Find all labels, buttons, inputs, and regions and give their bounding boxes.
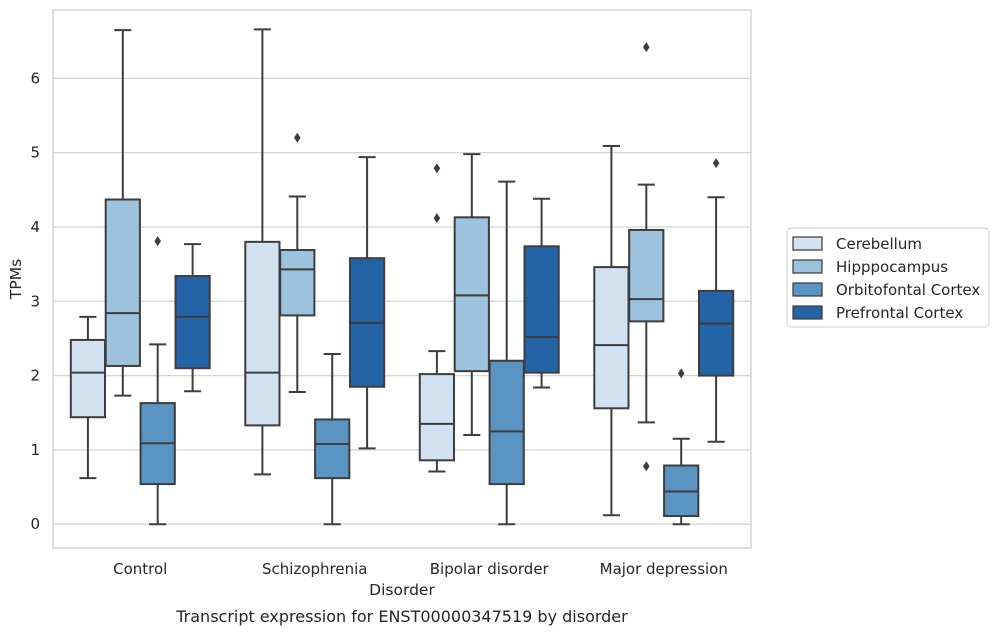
- plot-frame: [52, 9, 752, 549]
- box-group: [69, 315, 107, 480]
- box-group: [139, 236, 176, 526]
- box: [418, 373, 456, 462]
- y-tick-label: 3: [30, 292, 40, 310]
- legend-label: Cerebellum: [836, 235, 922, 253]
- box-group: [628, 42, 665, 472]
- x-axis-label: Disorder: [369, 581, 435, 599]
- box-group: [523, 197, 560, 389]
- x-tick-label: Control: [113, 560, 167, 578]
- x-axis-ticks: Control Schizophrenia Bipolar disorder Majo…: [113, 560, 728, 578]
- outlier-point: [677, 368, 685, 379]
- legend-swatch: [792, 236, 823, 251]
- outlier-point: [643, 461, 650, 472]
- box-group: [174, 243, 211, 393]
- box-group: [244, 28, 281, 476]
- box-group: [314, 353, 351, 526]
- y-tick-label: 5: [30, 144, 40, 162]
- y-axis-label: TPMs: [7, 259, 25, 300]
- legend-frame: [786, 227, 990, 328]
- box-plot-marks: [69, 28, 735, 526]
- x-tick-label: Major depression: [600, 560, 728, 578]
- box-group: [279, 132, 316, 393]
- box-group: [418, 163, 456, 473]
- box-group: [663, 368, 700, 526]
- y-tick-label: 6: [30, 69, 40, 87]
- legend-label: Prefrontal Cortex: [836, 304, 963, 322]
- legend-swatch: [792, 259, 823, 274]
- box: [314, 418, 351, 480]
- y-axis-ticks: 0 1 2 3 4 5 6: [30, 69, 40, 533]
- box-group: [348, 156, 386, 450]
- box: [628, 228, 665, 323]
- box: [174, 275, 211, 370]
- box: [523, 245, 560, 374]
- box: [279, 249, 316, 317]
- outlier-point: [433, 213, 441, 224]
- outlier-point: [154, 236, 161, 247]
- box: [244, 240, 281, 427]
- y-tick-label: 1: [30, 441, 40, 459]
- y-tick-label: 0: [30, 515, 40, 533]
- box-group: [593, 144, 630, 517]
- y-tick-label: 4: [30, 218, 40, 236]
- legend-label: Orbitofontal Cortex: [836, 281, 980, 299]
- legend-swatch: [792, 305, 823, 320]
- y-tick-label: 2: [30, 367, 40, 385]
- box-group: [453, 153, 490, 437]
- box: [69, 338, 107, 419]
- outlier-point: [643, 42, 650, 53]
- box: [104, 198, 141, 367]
- box: [488, 359, 525, 486]
- outlier-point: [712, 158, 720, 169]
- box: [697, 289, 735, 377]
- x-tick-label: Bipolar disorder: [430, 560, 550, 578]
- box-group: [697, 158, 735, 443]
- outlier-point: [433, 163, 441, 174]
- x-tick-label: Schizophrenia: [262, 560, 367, 578]
- box-group: [104, 29, 141, 397]
- legend: Cerebellum Hipppocampus Orbitofontal Corte…: [786, 227, 990, 328]
- box-group: [488, 180, 525, 526]
- chart-caption: Transcript expression for ENST0000034751…: [175, 607, 628, 626]
- legend-swatch: [792, 282, 823, 297]
- outlier-point: [294, 132, 301, 143]
- box: [453, 216, 490, 373]
- box: [593, 266, 630, 410]
- legend-label: Hipppocampus: [836, 258, 948, 276]
